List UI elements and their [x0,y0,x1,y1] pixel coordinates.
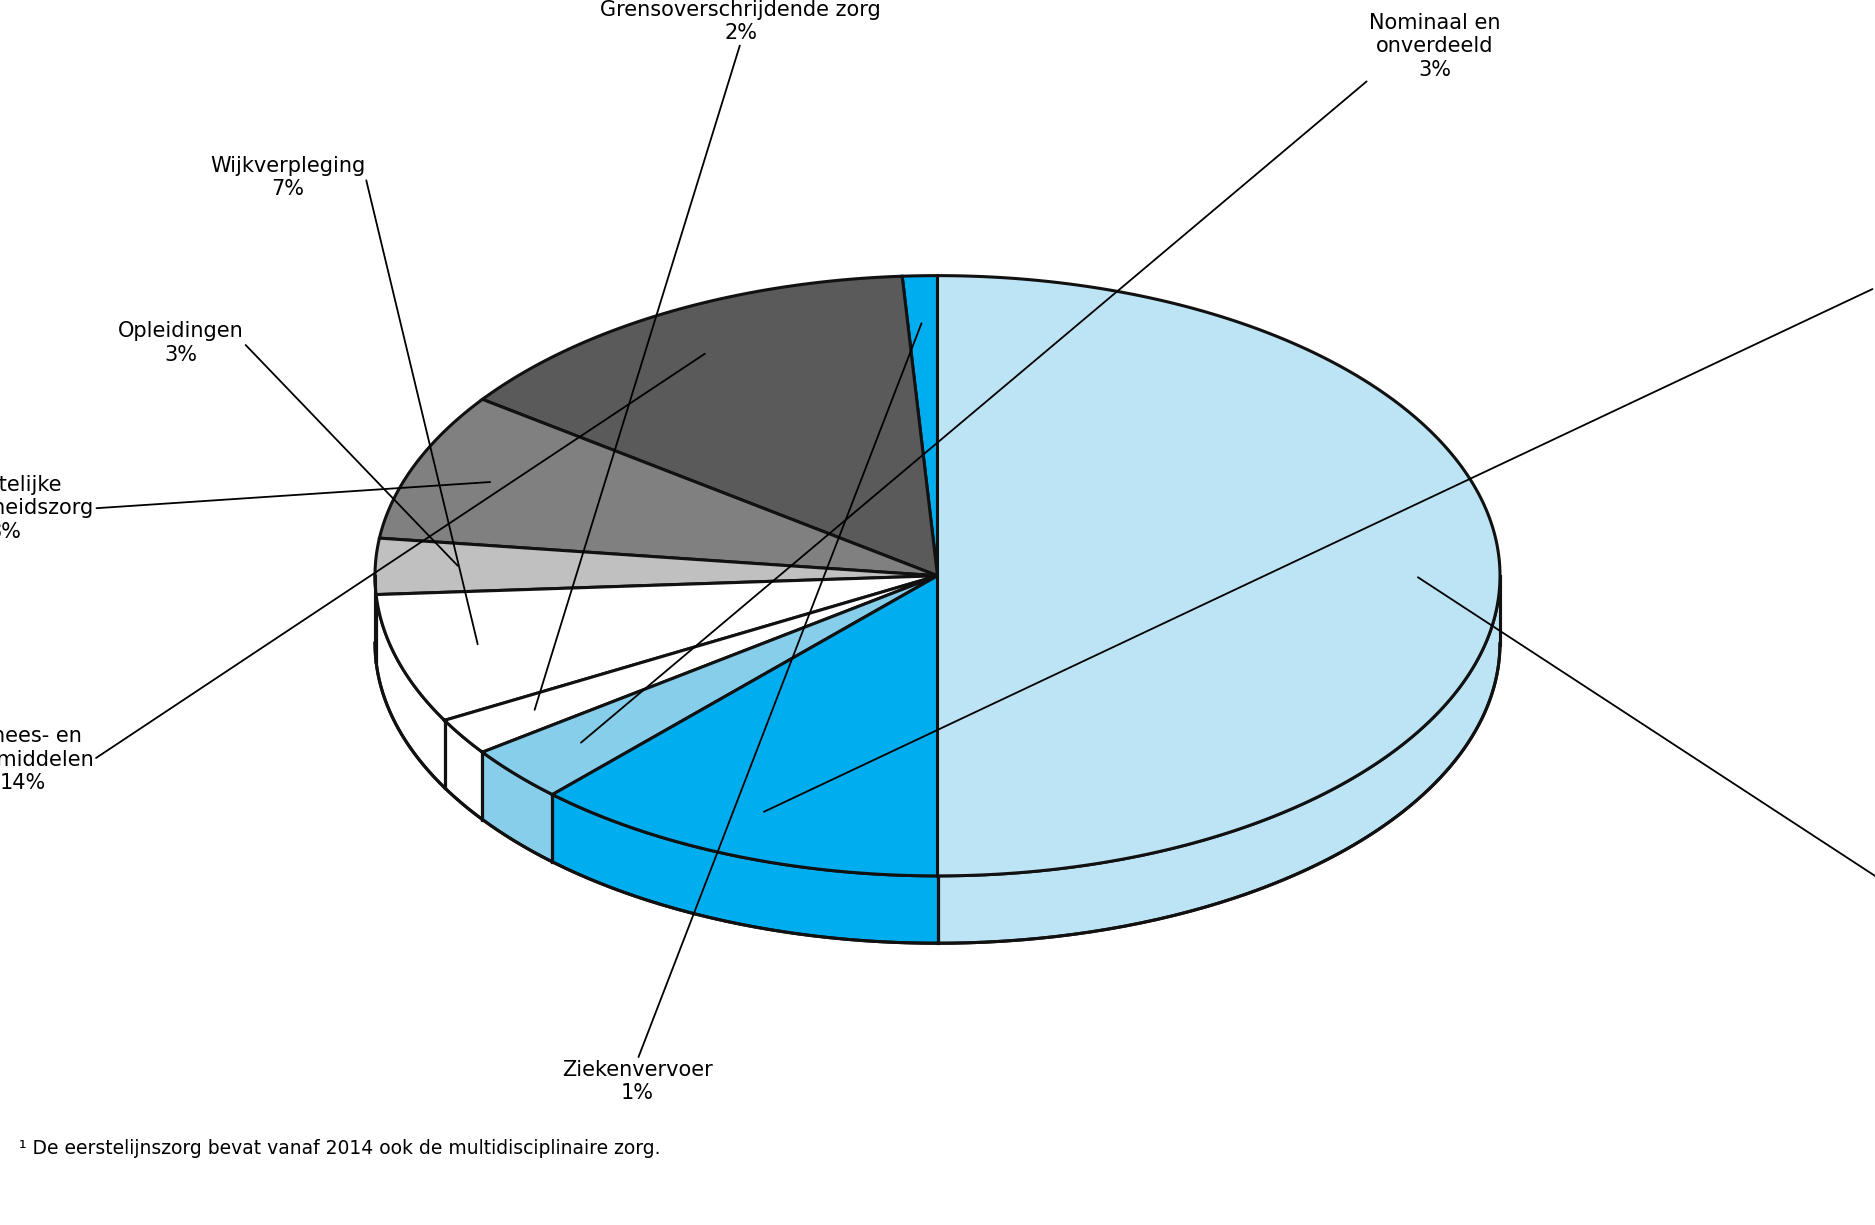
Text: Geestelijke
gezondheidszorg
8%: Geestelijke gezondheidszorg 8% [0,475,94,541]
Polygon shape [444,576,938,752]
Text: Ziekenvervoer
1%: Ziekenvervoer 1% [562,1060,712,1102]
Polygon shape [902,276,938,576]
Polygon shape [482,752,553,862]
Polygon shape [482,576,938,795]
Polygon shape [482,276,938,576]
Polygon shape [377,594,444,788]
Polygon shape [938,276,1500,876]
Polygon shape [444,720,482,820]
Polygon shape [375,538,938,594]
Polygon shape [377,576,938,720]
Polygon shape [553,576,938,876]
Text: Genees- en
hulpmiddelen
14%: Genees- en hulpmiddelen 14% [0,726,94,793]
Polygon shape [553,795,938,943]
Text: Wijkverpleging
7%: Wijkverpleging 7% [210,156,366,200]
Polygon shape [938,577,1500,943]
Text: Opleidingen
3%: Opleidingen 3% [118,321,244,365]
Text: ¹ De eerstelijnszorg bevat vanaf 2014 ook de multidisciplinaire zorg.: ¹ De eerstelijnszorg bevat vanaf 2014 oo… [19,1138,660,1158]
Polygon shape [379,399,938,576]
Text: Grensoverschrijdende zorg
2%: Grensoverschrijdende zorg 2% [600,0,881,43]
Text: Nominaal en
onverdeeld
3%: Nominaal en onverdeeld 3% [1369,13,1500,80]
